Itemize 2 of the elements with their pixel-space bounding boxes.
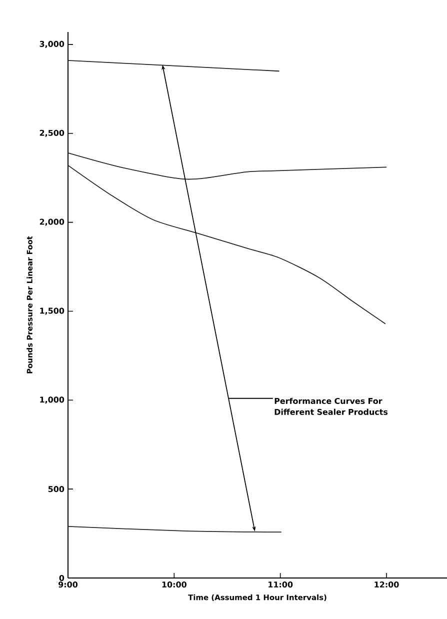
line-series: [68, 152, 387, 180]
line-series: [68, 164, 386, 324]
